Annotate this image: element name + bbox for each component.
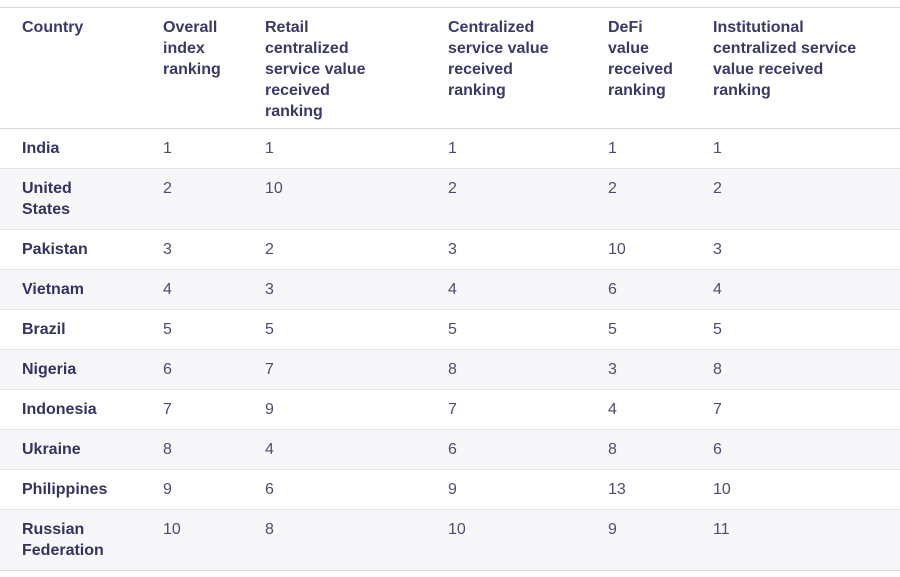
table-row: Brazil 5 5 5 5 5	[0, 310, 900, 350]
table-row: United States 2 10 2 2 2	[0, 168, 900, 230]
retail-centralized-ranking-cell: 5	[265, 321, 274, 338]
table-row: Indonesia 7 9 7 4 7	[0, 390, 900, 430]
centralized-ranking-cell: 4	[448, 281, 457, 298]
overall-index-ranking-cell: 6	[163, 361, 172, 378]
table-row: Vietnam 4 3 4 6 4	[0, 269, 900, 310]
overall-index-ranking-cell: 1	[163, 140, 172, 157]
centralized-ranking-cell: 10	[448, 521, 466, 538]
institutional-ranking-cell: 10	[713, 481, 731, 498]
crypto-adoption-ranking-table: Country Overall index ranking Retail cen…	[0, 7, 900, 571]
defi-ranking-cell: 3	[608, 361, 617, 378]
retail-centralized-ranking-cell: 1	[265, 140, 274, 157]
centralized-ranking-cell: 2	[448, 180, 457, 197]
institutional-ranking-cell: 8	[713, 361, 722, 378]
institutional-ranking-cell: 4	[713, 281, 722, 298]
country-cell: Nigeria	[22, 361, 77, 378]
defi-ranking-cell: 4	[608, 401, 617, 418]
table-row: Pakistan 3 2 3 10 3	[0, 230, 900, 270]
retail-centralized-ranking-cell: 6	[265, 481, 274, 498]
table-row: Nigeria 6 7 8 3 8	[0, 349, 900, 390]
overall-index-ranking-cell: 2	[163, 180, 172, 197]
country-cell: Vietnam	[22, 281, 84, 298]
overall-index-ranking-cell: 3	[163, 241, 172, 258]
retail-centralized-ranking-cell: 4	[265, 441, 274, 458]
overall-index-ranking-cell: 4	[163, 281, 172, 298]
institutional-ranking-cell: 3	[713, 241, 722, 258]
institutional-ranking-cell: 1	[713, 140, 722, 157]
country-cell: Russian Federation	[22, 521, 104, 559]
retail-centralized-ranking-cell: 7	[265, 361, 274, 378]
defi-ranking-cell: 2	[608, 180, 617, 197]
centralized-ranking-cell: 1	[448, 140, 457, 157]
country-cell: Indonesia	[22, 401, 97, 418]
institutional-ranking-cell: 6	[713, 441, 722, 458]
centralized-ranking-cell: 8	[448, 361, 457, 378]
retail-centralized-ranking-cell: 8	[265, 521, 274, 538]
defi-ranking-cell: 1	[608, 140, 617, 157]
retail-centralized-ranking-cell: 10	[265, 180, 283, 197]
retail-centralized-ranking-cell: 9	[265, 401, 274, 418]
column-header-defi-ranking: DeFi value received ranking	[586, 7, 691, 129]
defi-ranking-cell: 10	[608, 241, 626, 258]
overall-index-ranking-cell: 8	[163, 441, 172, 458]
institutional-ranking-cell: 7	[713, 401, 722, 418]
column-header-country: Country	[0, 7, 141, 129]
retail-centralized-ranking-cell: 3	[265, 281, 274, 298]
defi-ranking-cell: 6	[608, 281, 617, 298]
centralized-ranking-cell: 9	[448, 481, 457, 498]
table-row: Russian Federation 10 8 10 9 11	[0, 509, 900, 571]
defi-ranking-cell: 13	[608, 481, 626, 498]
table-row: Philippines 9 6 9 13 10	[0, 470, 900, 510]
country-cell: United States	[22, 180, 72, 218]
institutional-ranking-cell: 11	[713, 521, 730, 538]
overall-index-ranking-cell: 7	[163, 401, 172, 418]
country-cell: Pakistan	[22, 241, 88, 258]
table-row: India 1 1 1 1 1	[0, 129, 900, 169]
country-cell: Brazil	[22, 321, 66, 338]
column-header-institutional-ranking: Institutional centralized service value …	[691, 7, 900, 129]
overall-index-ranking-cell: 5	[163, 321, 172, 338]
country-cell: Philippines	[22, 481, 108, 498]
retail-centralized-ranking-cell: 2	[265, 241, 274, 258]
institutional-ranking-cell: 5	[713, 321, 722, 338]
institutional-ranking-cell: 2	[713, 180, 722, 197]
column-header-overall-index-ranking: Overall index ranking	[141, 7, 243, 129]
defi-ranking-cell: 9	[608, 521, 617, 538]
centralized-ranking-cell: 5	[448, 321, 457, 338]
overall-index-ranking-cell: 10	[163, 521, 181, 538]
overall-index-ranking-cell: 9	[163, 481, 172, 498]
country-cell: India	[22, 140, 60, 157]
ranking-table-container: Country Overall index ranking Retail cen…	[0, 7, 900, 571]
defi-ranking-cell: 8	[608, 441, 617, 458]
column-header-retail-centralized-ranking: Retail centralized service value receive…	[243, 7, 426, 129]
centralized-ranking-cell: 3	[448, 241, 457, 258]
centralized-ranking-cell: 7	[448, 401, 457, 418]
centralized-ranking-cell: 6	[448, 441, 457, 458]
country-cell: Ukraine	[22, 441, 81, 458]
defi-ranking-cell: 5	[608, 321, 617, 338]
column-header-centralized-ranking: Centralized service value received ranki…	[426, 7, 586, 129]
header-row: Country Overall index ranking Retail cen…	[0, 7, 900, 129]
table-row: Ukraine 8 4 6 8 6	[0, 429, 900, 470]
